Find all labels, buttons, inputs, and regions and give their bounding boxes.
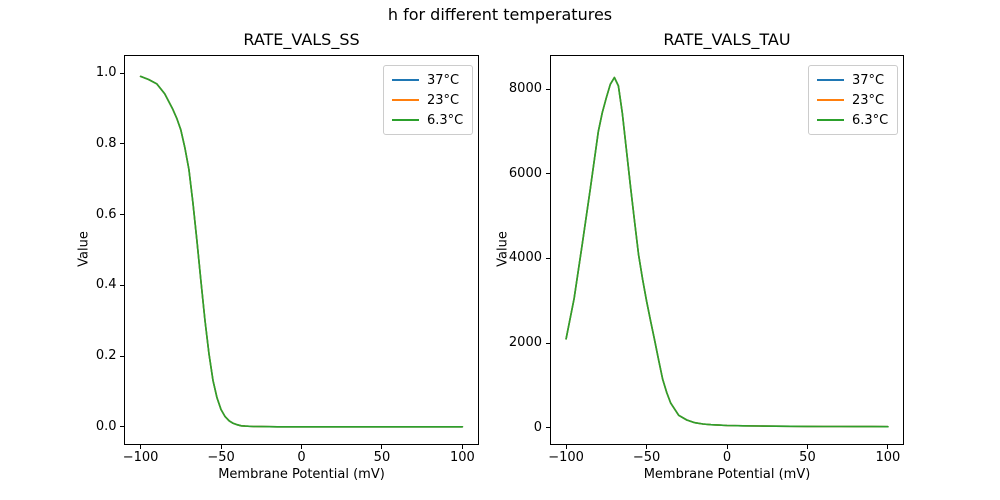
legend-line-sample bbox=[392, 119, 419, 121]
y-tick-label: 8000 bbox=[508, 81, 542, 97]
x-tick bbox=[646, 444, 648, 449]
figure-suptitle: h for different temperatures bbox=[387, 5, 613, 24]
x-tick-label: −50 bbox=[632, 449, 661, 465]
y-tick bbox=[545, 342, 550, 344]
y-tick-label: 0.4 bbox=[95, 277, 117, 293]
x-tick-label: −100 bbox=[122, 449, 159, 465]
legend-entry: 6.3°C bbox=[817, 110, 888, 130]
y-tick-label: 0.6 bbox=[95, 206, 117, 222]
x-tick bbox=[301, 444, 302, 449]
x-tick-label: −50 bbox=[207, 449, 235, 465]
y-tick bbox=[120, 143, 124, 145]
x-tick-label: 100 bbox=[875, 449, 901, 465]
x-tick bbox=[887, 444, 889, 449]
legend-tau: 37°C 23°C 6.3°C bbox=[808, 65, 899, 135]
legend-line-sample bbox=[392, 99, 419, 101]
y-axis-label-ss: Value bbox=[76, 231, 92, 267]
x-tick bbox=[461, 444, 463, 449]
legend-label: 23°C bbox=[852, 92, 885, 108]
x-tick bbox=[565, 444, 567, 449]
x-tick bbox=[220, 444, 222, 449]
subplot-title-tau: RATE_VALS_TAU bbox=[663, 30, 791, 49]
x-tick-label: 100 bbox=[449, 449, 475, 465]
legend-line-sample bbox=[817, 119, 844, 121]
y-tick-label: 0 bbox=[533, 419, 542, 435]
legend-label: 37°C bbox=[852, 72, 885, 88]
legend-label: 6.3°C bbox=[427, 112, 464, 128]
legend-line-sample bbox=[817, 79, 844, 81]
legend-label: 37°C bbox=[427, 72, 460, 88]
x-tick bbox=[806, 444, 808, 449]
legend-entry: 6.3°C bbox=[392, 110, 463, 130]
y-tick bbox=[545, 88, 550, 90]
x-tick bbox=[726, 444, 728, 449]
subplot-title-ss: RATE_VALS_SS bbox=[243, 30, 360, 49]
y-tick-label: 4000 bbox=[508, 250, 542, 266]
y-tick bbox=[120, 214, 124, 216]
x-tick-label: −100 bbox=[548, 449, 584, 465]
y-tick-label: 0.2 bbox=[95, 348, 117, 364]
legend-ss: 37°C 23°C 6.3°C bbox=[383, 65, 474, 135]
legend-entry: 37°C bbox=[392, 70, 463, 90]
y-tick-label: 1.0 bbox=[95, 65, 117, 81]
y-tick bbox=[545, 173, 550, 175]
y-tick bbox=[120, 72, 124, 74]
x-tick bbox=[381, 444, 383, 449]
x-tick bbox=[140, 444, 142, 449]
x-tick-label: 50 bbox=[373, 449, 391, 465]
y-tick bbox=[120, 426, 124, 428]
y-tick-label: 0.0 bbox=[95, 418, 117, 434]
y-tick bbox=[545, 257, 550, 259]
legend-entry: 37°C bbox=[817, 70, 888, 90]
y-tick bbox=[545, 427, 550, 429]
y-tick-label: 6000 bbox=[508, 165, 542, 181]
x-tick-label: 0 bbox=[297, 449, 306, 465]
legend-line-sample bbox=[392, 79, 419, 81]
x-axis-label-ss: Membrane Potential (mV) bbox=[218, 467, 385, 482]
x-axis-label-tau: Membrane Potential (mV) bbox=[643, 467, 811, 482]
legend-label: 6.3°C bbox=[852, 112, 889, 128]
legend-line-sample bbox=[817, 99, 844, 101]
x-tick-label: 50 bbox=[799, 449, 816, 465]
legend-entry: 23°C bbox=[817, 90, 888, 110]
y-tick-label: 2000 bbox=[508, 335, 542, 351]
y-tick bbox=[120, 284, 124, 286]
y-tick-label: 0.8 bbox=[95, 135, 117, 151]
legend-label: 23°C bbox=[427, 92, 460, 108]
y-tick bbox=[120, 355, 124, 357]
legend-entry: 23°C bbox=[392, 90, 463, 110]
x-tick-label: 0 bbox=[722, 449, 732, 465]
